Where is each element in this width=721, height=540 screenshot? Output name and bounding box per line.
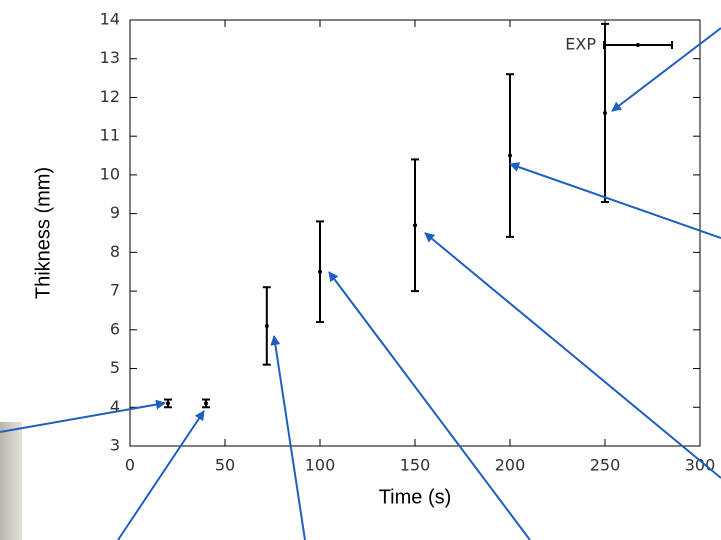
y-tick-label: 5 <box>110 358 120 377</box>
legend-point <box>636 43 640 47</box>
data-point <box>603 110 607 115</box>
y-tick-label: 13 <box>100 48 120 67</box>
arrow <box>509 162 721 239</box>
x-tick-label: 0 <box>125 456 135 475</box>
data-point <box>318 269 322 274</box>
arrow <box>0 399 166 433</box>
data-point <box>166 401 170 406</box>
y-tick-label: 10 <box>100 164 120 183</box>
data-point <box>204 401 208 406</box>
y-tick-label: 4 <box>110 397 120 416</box>
x-tick-label: 300 <box>685 456 716 475</box>
y-tick-label: 9 <box>110 203 120 222</box>
photo-fragment <box>0 422 22 540</box>
arrow <box>270 335 306 540</box>
y-tick-label: 8 <box>110 242 120 261</box>
arrow <box>611 27 721 112</box>
x-axis-label: Time (s) <box>379 486 452 508</box>
annotation-arrows <box>0 27 721 540</box>
data-point <box>413 223 417 228</box>
y-tick-label: 12 <box>100 87 120 106</box>
y-tick-label: 6 <box>110 319 120 338</box>
arrow <box>424 232 721 479</box>
x-tick-label: 250 <box>590 456 621 475</box>
arrow <box>328 271 531 540</box>
y-tick-label: 3 <box>110 436 120 455</box>
x-tick-label: 100 <box>305 456 336 475</box>
y-axis-label: Thikness (mm) <box>32 167 54 299</box>
y-tick-label: 7 <box>110 281 120 300</box>
y-tick-label: 14 <box>100 10 120 29</box>
y-tick-label: 11 <box>100 126 120 145</box>
data-point <box>508 153 512 158</box>
x-tick-label: 150 <box>400 456 431 475</box>
legend-label: EXP <box>565 35 596 54</box>
arrow <box>117 410 205 540</box>
x-tick-label: 200 <box>495 456 526 475</box>
data-point <box>264 323 269 328</box>
x-tick-label: 50 <box>215 456 235 475</box>
